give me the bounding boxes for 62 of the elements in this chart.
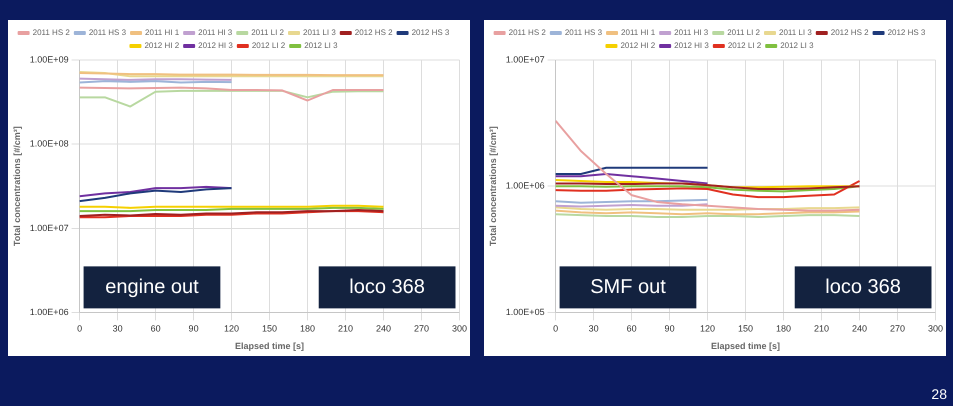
legend-label: 2012 LI 2 [252,41,286,50]
legend-label: 2011 LI 3 [303,28,336,38]
legend-label: 2011 HI 1 [145,28,180,38]
x-tick-label: 180 [776,323,792,334]
y-tick-label: 1.00E+06 [30,306,69,317]
legend-label: 2012 LI 3 [304,41,338,50]
x-tick-label: 270 [890,323,906,334]
annotation: loco 368 [825,276,901,298]
legend-label: 2011 HI 3 [198,28,233,38]
legend-label: 2012 HI 2 [144,41,180,50]
legend-label: 2012 HI 2 [620,41,656,50]
x-tick-label: 30 [588,323,599,334]
x-tick-label: 0 [77,323,82,334]
legend-label: 2011 HS 2 [32,28,70,38]
x-tick-label: 120 [700,323,716,334]
x-tick-label: 180 [300,323,316,334]
x-axis-title: Elapsed time [s] [711,341,780,352]
legend-label: 2011 HI 3 [674,28,709,38]
legend-label: 2012 LI 3 [780,41,814,50]
legend-label: 2012 HI 3 [674,41,710,50]
annotation: loco 368 [349,276,425,298]
y-tick-label: 1.00E+08 [30,138,69,149]
y-tick-label: 1.00E+06 [506,180,545,191]
legend-label: 2011 LI 3 [779,28,812,38]
x-tick-label: 240 [376,323,392,334]
legend-label: 2012 HI 3 [198,41,234,50]
x-tick-label: 300 [452,323,468,334]
x-tick-label: 150 [262,323,278,334]
x-tick-label: 0 [553,323,558,334]
x-tick-label: 90 [188,323,199,334]
legend-label: 2011 HS 3 [564,28,603,38]
y-tick-label: 1.00E+07 [506,54,545,64]
x-tick-label: 210 [338,323,354,334]
x-tick-label: 210 [814,323,830,334]
legend-label: 2011 HI 1 [621,28,656,38]
text: 28 [931,386,947,402]
legend-label: 2012 HS 2 [830,28,870,38]
legend-label: 2011 LI 2 [251,28,285,38]
annotation: SMF out [590,276,666,298]
x-tick-label: 60 [626,323,637,334]
x-tick-label: 120 [224,323,240,334]
annotation: engine out [105,276,200,298]
legend-label: 2011 HS 3 [88,28,127,38]
x-tick-label: 240 [852,323,868,334]
legend-label: 2011 HS 2 [508,28,546,38]
y-tick-label: 1.00E+07 [30,222,69,233]
legend-label: 2012 HS 3 [412,28,450,38]
x-tick-label: 150 [738,323,754,334]
x-tick-label: 300 [928,323,944,334]
x-tick-label: 270 [414,323,430,334]
legend-label: 2011 LI 2 [727,28,761,38]
x-tick-label: 60 [150,323,161,334]
x-tick-label: 90 [664,323,675,334]
legend-label: 2012 HS 3 [888,28,926,38]
y-tick-label: 1.00E+09 [30,54,69,64]
y-tick-label: 1.00E+05 [506,306,545,317]
legend-label: 2012 HS 2 [354,28,394,38]
legend-label: 2012 LI 2 [728,41,762,50]
x-tick-label: 30 [112,323,123,334]
x-axis-title: Elapsed time [s] [235,341,304,352]
y-axis-title: Total concentrations [#/cm³] [488,126,498,246]
y-axis-title: Total concentrations [#/cm³] [12,126,22,246]
